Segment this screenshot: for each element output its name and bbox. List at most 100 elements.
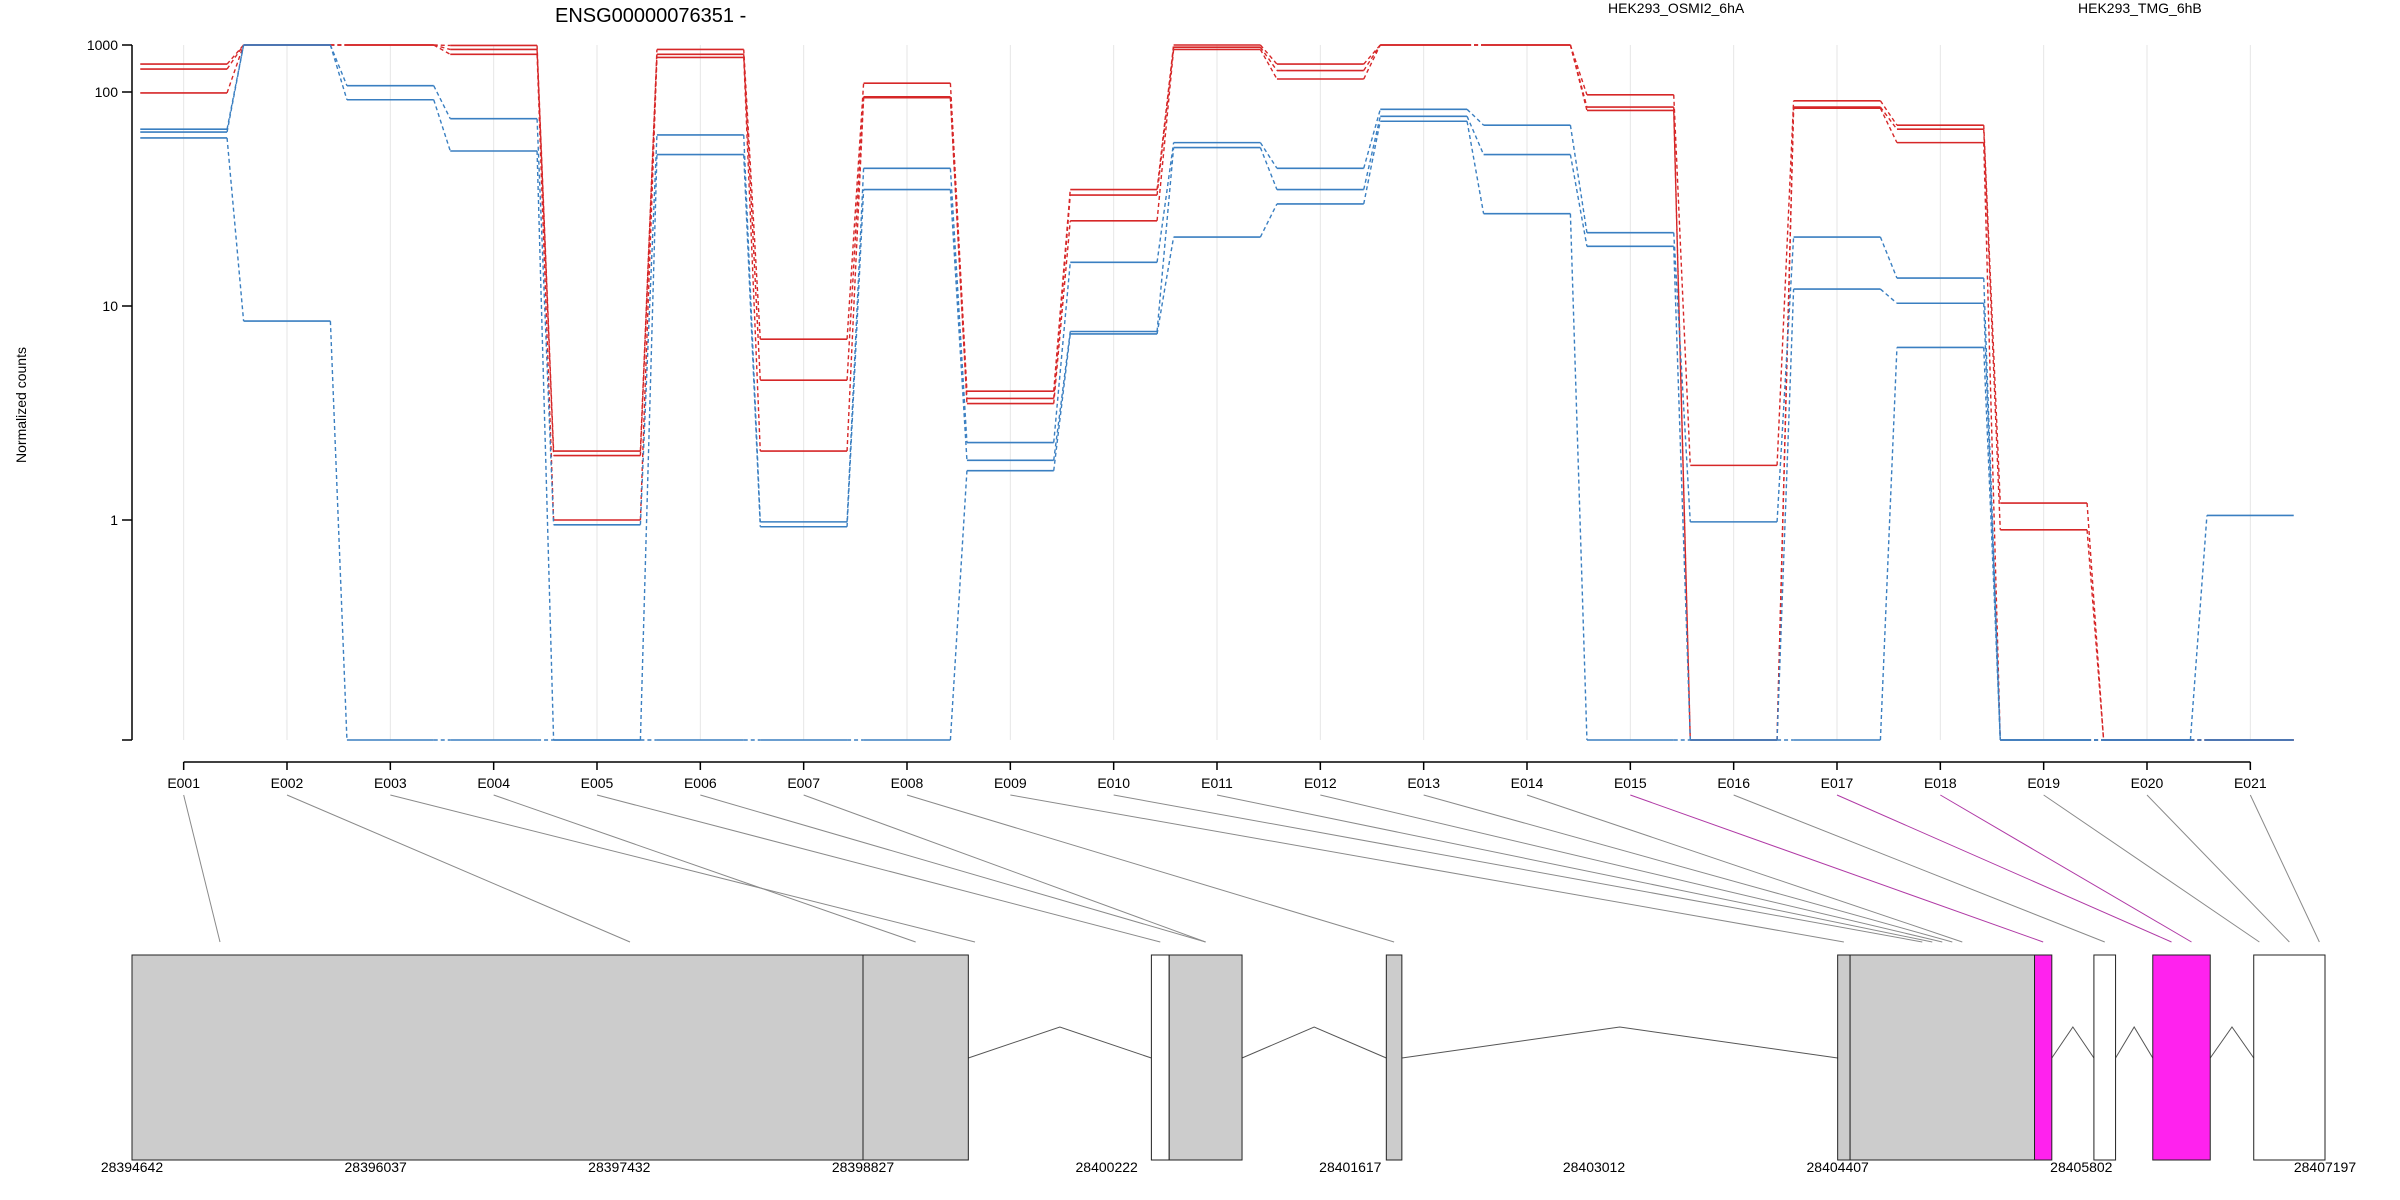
series-5-link-7	[846, 189, 865, 527]
x-tick-label-E002: E002	[271, 775, 304, 791]
series-1-link-7	[846, 83, 865, 340]
chart-title: ENSG00000076351 -	[555, 5, 746, 27]
connector-E005	[596, 794, 1161, 943]
genomic-tick-label-10: 28407197	[2294, 1159, 2357, 1175]
y-tick-label-1000: 1000	[87, 37, 118, 53]
intron-4	[1241, 1026, 1387, 1059]
series-2-link-10	[1156, 47, 1175, 196]
series-6	[140, 120, 2294, 741]
series-2-link-18	[1983, 129, 2001, 530]
series-2-link-6	[743, 54, 761, 381]
series-2	[140, 44, 2294, 741]
grid-lines	[183, 45, 2251, 740]
series-layer	[140, 44, 2294, 741]
connector-E008	[906, 794, 1395, 943]
y-axis: 1 10 100 1000	[87, 37, 133, 741]
intron-2	[968, 1026, 1152, 1059]
x-tick-label-E012: E012	[1304, 775, 1337, 791]
series-2-link-19	[2086, 529, 2105, 741]
connector-E011	[1216, 794, 1933, 943]
intron-10	[2209, 1026, 2255, 1059]
intron-5	[1401, 1026, 1838, 1059]
x-axis: E001 E002 E003 E004 E005 E006 E007 E008 E009 E010…	[167, 761, 2267, 791]
series-6-link-9	[1053, 333, 1071, 471]
series-5-link-9	[1053, 331, 1071, 461]
connector-E014	[1526, 794, 1963, 943]
x-tick-label-E013: E013	[1407, 775, 1440, 791]
series-4-link-20	[2189, 515, 2208, 741]
x-tick-label-E003: E003	[374, 775, 407, 791]
connector-E016	[1733, 794, 2105, 943]
y-axis-label: Normalized counts	[13, 347, 29, 463]
series-4-link-13	[1466, 108, 1485, 126]
exon-block-1	[131, 954, 864, 1161]
y-tick-label-10: 10	[102, 298, 118, 314]
series-2-link-1	[226, 44, 245, 70]
genomic-tick-label-8: 28404407	[1807, 1159, 1870, 1175]
series-2-link-7	[846, 96, 865, 381]
series-2-link-12	[1363, 44, 1381, 71]
x-tick-label-E015: E015	[1614, 775, 1647, 791]
x-tick-label-E001: E001	[167, 775, 200, 791]
series-3-link-6	[743, 57, 761, 452]
series-4-link-8	[949, 168, 968, 443]
series-4-link-17	[1879, 236, 1898, 279]
x-tick-label-E010: E010	[1097, 775, 1130, 791]
x-tick-label-E021: E021	[2234, 775, 2267, 791]
x-tick-label-E017: E017	[1821, 775, 1854, 791]
exon-block-5	[1385, 954, 1403, 1161]
series-1-link-17	[1879, 100, 1898, 126]
highlighted-exon-block-10	[2152, 954, 2211, 1161]
x-tick-label-E005: E005	[581, 775, 614, 791]
series-5-link-14	[1569, 154, 1588, 247]
genomic-tick-label-1: 28394642	[101, 1159, 164, 1175]
genomic-tick-label-2: 28396037	[345, 1159, 408, 1175]
series-6-link-1	[226, 137, 245, 322]
series-5-link-6	[743, 154, 761, 527]
series-2-link-5	[639, 54, 658, 456]
exon-block-6	[1837, 954, 1851, 1161]
series-4-link-14	[1569, 125, 1588, 233]
series-3-link-16	[1776, 108, 1795, 741]
series-5-link-8	[949, 189, 968, 461]
series-4-link-9	[1053, 262, 1071, 443]
series-2-link-17	[1879, 106, 1898, 130]
legend-label-osmi2: HEK293_OSMI2_6hA	[1608, 0, 1745, 16]
x-tick-label-E019: E019	[2027, 775, 2060, 791]
x-tick-label-E016: E016	[1717, 775, 1750, 791]
series-6-link-11	[1259, 203, 1278, 238]
exon-block-3	[1150, 954, 1170, 1161]
x-tick-label-E014: E014	[1511, 775, 1544, 791]
genomic-axis: 28394642 28396037 28397432 28398827 28400222…	[101, 1159, 2357, 1175]
genomic-tick-label-7: 28403012	[1563, 1159, 1626, 1175]
connector-E012	[1320, 794, 1943, 943]
series-6-link-8	[949, 470, 968, 741]
series-5	[140, 44, 2294, 741]
series-4-link-15	[1673, 232, 1691, 522]
connector-E009	[1010, 794, 1844, 943]
connector-E013	[1423, 794, 1953, 943]
connector-E015	[1630, 794, 2044, 943]
x-tick-label-E004: E004	[477, 775, 510, 791]
series-2-link-9	[1053, 194, 1071, 399]
series-2-link-15	[1673, 107, 1691, 741]
series-2-link-11	[1259, 46, 1278, 71]
series-6-link-12	[1363, 121, 1381, 205]
series-1-link-11	[1259, 44, 1278, 65]
connector-E006	[700, 794, 1206, 943]
series-3-link-8	[949, 97, 968, 404]
series-4-link-16	[1776, 237, 1795, 522]
x-tick-label-E008: E008	[891, 775, 924, 791]
series-3-link-9	[1053, 220, 1071, 404]
exon-block-11	[2253, 954, 2326, 1161]
series-6-link-18	[1983, 347, 2001, 741]
exon-block-9	[2093, 954, 2117, 1161]
series-5-link-16	[1776, 289, 1795, 741]
intron-8	[2051, 1026, 2095, 1059]
intron-9	[2115, 1026, 2154, 1059]
series-3-link-17	[1879, 107, 1898, 143]
series-1-link-4	[536, 45, 555, 452]
series-1-link-12	[1363, 44, 1381, 65]
series-3-link-18	[1983, 142, 2001, 741]
exon-block-2	[862, 954, 969, 1161]
